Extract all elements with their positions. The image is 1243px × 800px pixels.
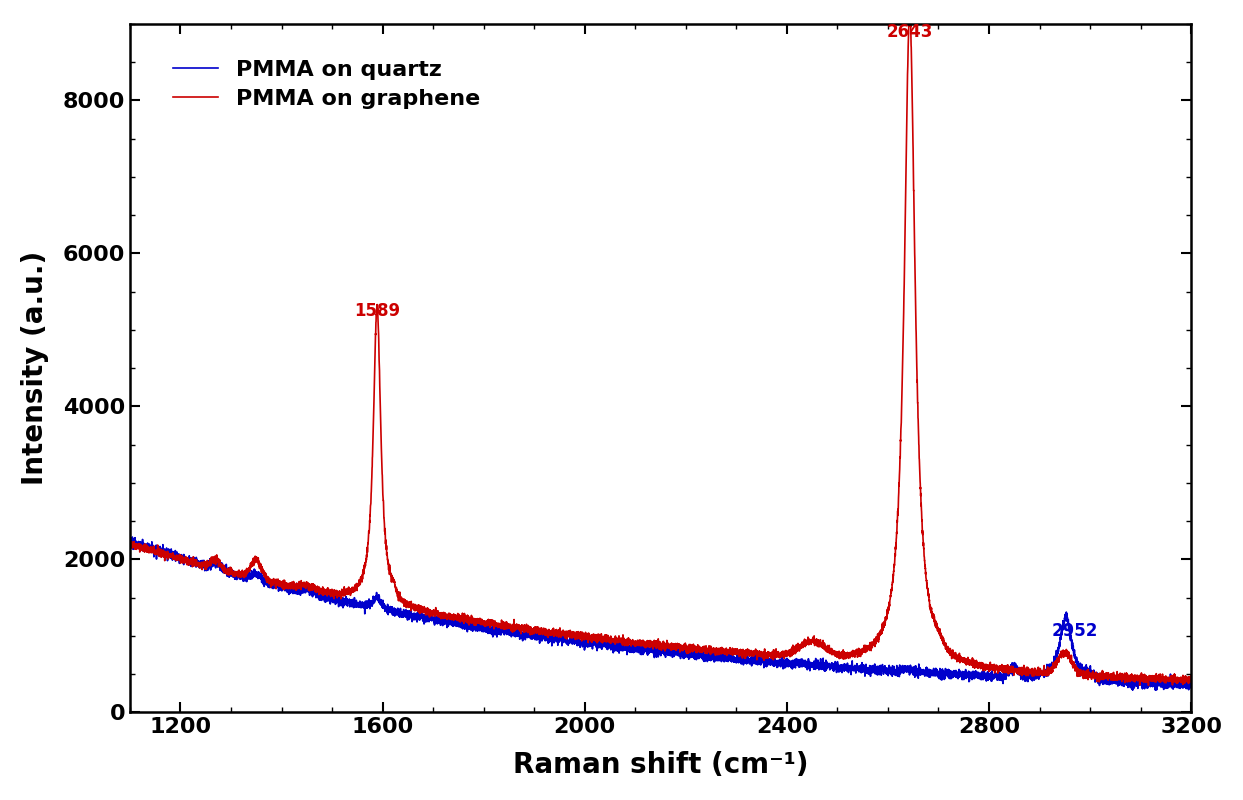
PMMA on graphene	[175, 555, 190, 565]
Text: 1589: 1589	[354, 302, 400, 320]
PMMA on graphene	[797, 639, 812, 649]
PMMA on graphene	[910, 362, 925, 372]
PMMA on graphene	[901, 19, 916, 29]
PMMA on quartz	[910, 670, 925, 680]
PMMA on graphene	[507, 626, 522, 636]
Y-axis label: Intensity (a.u.): Intensity (a.u.)	[21, 251, 48, 486]
PMMA on graphene	[751, 648, 766, 658]
Legend: PMMA on quartz, PMMA on graphene: PMMA on quartz, PMMA on graphene	[163, 49, 491, 120]
PMMA on quartz	[751, 657, 766, 666]
PMMA on quartz	[1183, 679, 1198, 689]
PMMA on quartz	[1149, 686, 1163, 695]
PMMA on quartz	[797, 662, 812, 671]
X-axis label: Raman shift (cm⁻¹): Raman shift (cm⁻¹)	[513, 751, 808, 779]
PMMA on quartz	[507, 630, 522, 639]
Text: 2952: 2952	[1052, 622, 1098, 640]
Line: PMMA on graphene: PMMA on graphene	[131, 24, 1191, 686]
Line: PMMA on quartz: PMMA on quartz	[131, 537, 1191, 690]
PMMA on graphene	[123, 538, 138, 548]
PMMA on quartz	[124, 532, 139, 542]
PMMA on graphene	[966, 662, 981, 672]
PMMA on quartz	[177, 554, 191, 564]
PMMA on graphene	[1183, 671, 1198, 681]
PMMA on quartz	[966, 672, 981, 682]
PMMA on quartz	[123, 536, 138, 546]
PMMA on graphene	[1141, 681, 1156, 690]
Text: 2643: 2643	[886, 22, 933, 41]
